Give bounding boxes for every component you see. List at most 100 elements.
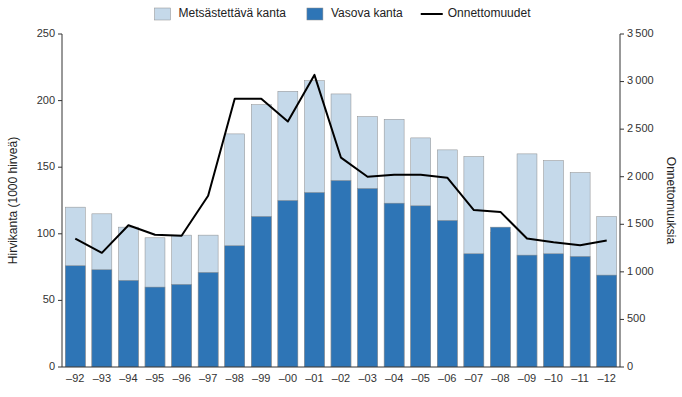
y-tick [58, 34, 62, 35]
bar [358, 117, 378, 367]
legend-label: Onnettomuudet [448, 6, 531, 20]
legend-swatch [421, 13, 443, 15]
bar [331, 181, 351, 367]
y-tick-label: 150 [37, 160, 55, 172]
x-tick-label: –93 [93, 372, 111, 384]
legend-swatch [307, 8, 323, 20]
y-tick [58, 100, 62, 101]
bar [92, 214, 112, 367]
bar [490, 227, 510, 367]
chart: 05010015020025005001 0001 5002 0002 5003… [0, 0, 682, 397]
x-tick-label: –11 [571, 372, 589, 384]
bar [544, 254, 564, 367]
legend-item: Onnettomuudet [421, 6, 531, 20]
x-tick-label: –95 [146, 372, 164, 384]
x-tick-label: –98 [226, 372, 244, 384]
x-tick-label: –03 [358, 372, 376, 384]
bar [304, 193, 324, 367]
x-axis-line [62, 367, 620, 368]
y2-tick-label: 3 500 [627, 27, 654, 39]
x-tick-label: –00 [279, 372, 297, 384]
x-tick-label: –05 [412, 372, 430, 384]
legend-label: Metsästettävä kanta [179, 6, 287, 20]
y-tick-label: 50 [43, 293, 55, 305]
bar [411, 138, 431, 367]
x-tick-label: –06 [438, 372, 456, 384]
bar [437, 220, 457, 367]
bar [145, 287, 165, 367]
y2-axis-label: Onnettomuuksia [664, 157, 678, 245]
bar [172, 235, 192, 367]
bar [358, 189, 378, 367]
bar [278, 201, 298, 368]
bar [278, 91, 298, 367]
y2-tick-label: 3 000 [627, 74, 654, 86]
y-tick-label: 200 [37, 94, 55, 106]
bar [570, 256, 590, 367]
bar [517, 255, 537, 367]
legend-swatch [155, 8, 171, 20]
x-tick-label: –04 [385, 372, 403, 384]
bar [544, 161, 564, 367]
y2-axis-line [620, 34, 621, 367]
bar [118, 227, 138, 367]
y-tick [58, 300, 62, 301]
x-tick-label: –12 [598, 372, 616, 384]
y2-tick-label: 2 000 [627, 170, 654, 182]
bar [92, 270, 112, 367]
bar [304, 81, 324, 367]
bar-series [65, 81, 616, 367]
x-tick-label: –01 [305, 372, 323, 384]
y2-tick [620, 34, 624, 35]
bar [570, 173, 590, 367]
y2-tick [620, 129, 624, 130]
legend-item: Vasova kanta [307, 6, 403, 20]
x-tick-label: –07 [465, 372, 483, 384]
legend: Metsästettävä kanta Vasova kanta Onnettomu… [155, 6, 532, 20]
y-tick [58, 167, 62, 168]
y-tick-label: 250 [37, 27, 55, 39]
x-tick-label: –08 [491, 372, 509, 384]
axes: 05010015020025005001 0001 5002 0002 5003… [37, 27, 654, 384]
legend-label: Vasova kanta [331, 6, 403, 20]
bar [172, 284, 192, 367]
bar [384, 119, 404, 367]
y2-tick-label: 0 [627, 360, 633, 372]
x-tick-label: –09 [518, 372, 536, 384]
bar [597, 216, 617, 367]
line [75, 75, 606, 253]
bar [384, 203, 404, 367]
x-tick-label: –99 [252, 372, 270, 384]
y2-tick [620, 176, 624, 177]
bar [517, 154, 537, 367]
bar [65, 207, 85, 367]
y2-tick-label: 1 500 [627, 217, 654, 229]
y2-tick [620, 367, 624, 368]
legend-item: Metsästettävä kanta [155, 6, 287, 20]
bar [597, 275, 617, 367]
bar [198, 235, 218, 367]
bar [464, 157, 484, 367]
bar [198, 272, 218, 367]
bar [251, 216, 271, 367]
x-tick-label: –97 [199, 372, 217, 384]
y-tick [58, 367, 62, 368]
y2-tick [620, 319, 624, 320]
y-tick-label: 100 [37, 227, 55, 239]
bar [225, 134, 245, 367]
x-tick-label: –94 [119, 372, 137, 384]
y2-tick [620, 271, 624, 272]
bar [118, 280, 138, 367]
bar [145, 238, 165, 367]
x-tick-label: –96 [172, 372, 190, 384]
bar [65, 266, 85, 367]
bar [437, 150, 457, 367]
y2-tick-label: 500 [627, 312, 645, 324]
plot-area [65, 75, 616, 367]
y-axis-label: Hirvikanta (1000 hirveä) [6, 137, 20, 264]
bar [464, 254, 484, 367]
y-tick [58, 233, 62, 234]
y2-tick-label: 2 500 [627, 122, 654, 134]
y2-tick-label: 1 000 [627, 265, 654, 277]
y-axis-line [62, 34, 63, 367]
